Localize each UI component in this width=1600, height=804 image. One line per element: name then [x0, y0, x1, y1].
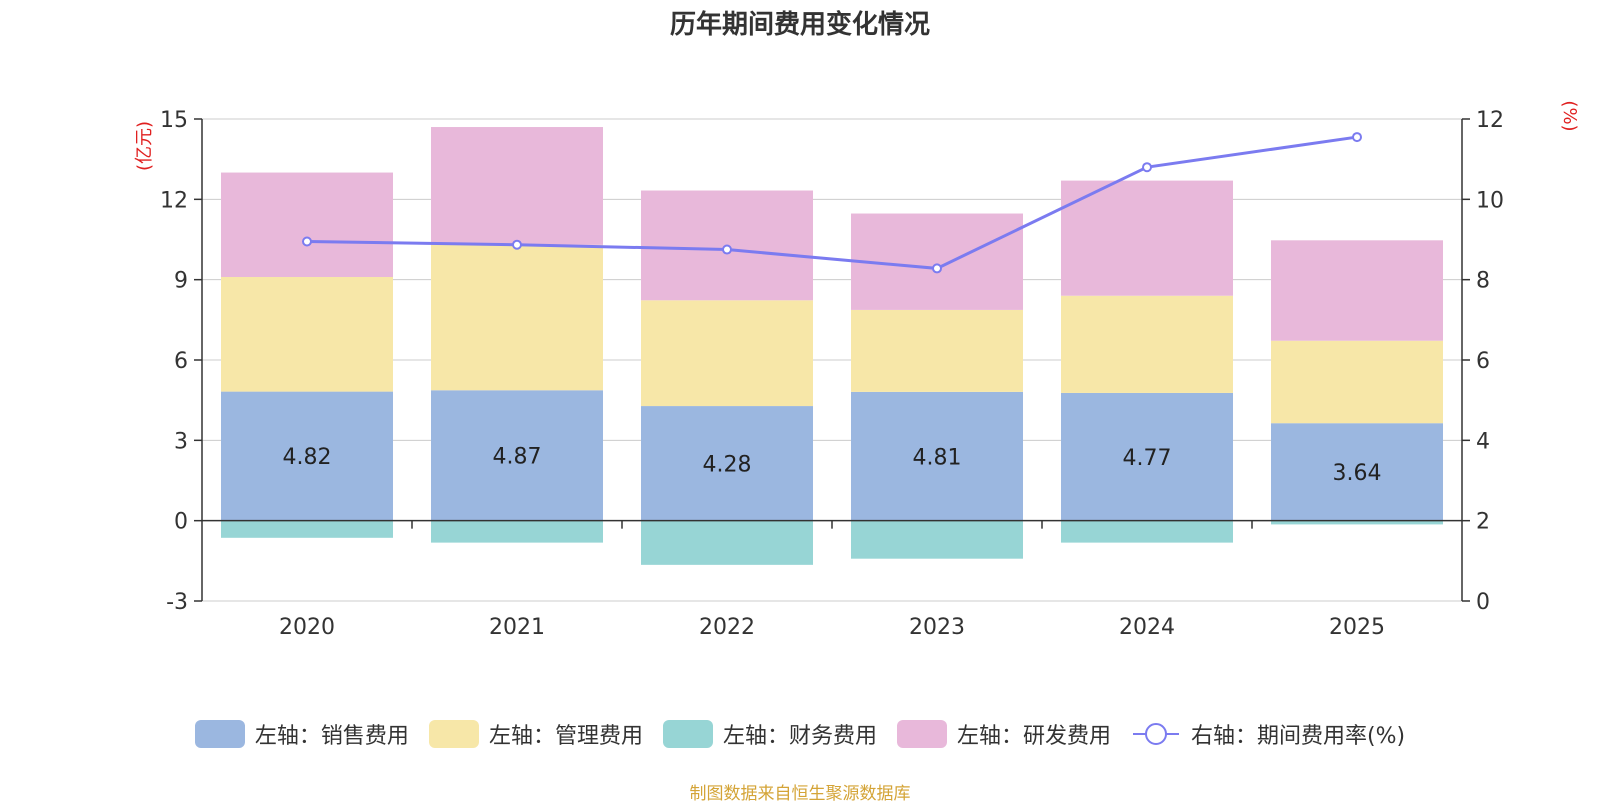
- legend-line-icon: [1132, 723, 1179, 745]
- rate-point-2023: [932, 263, 942, 274]
- right-tick-label: 8: [1476, 269, 1490, 294]
- bar-finance-2024: [1061, 520, 1233, 543]
- rate-point-2021: [512, 239, 522, 250]
- bar-sales-2021: [431, 390, 603, 521]
- legend-swatch-finance: [662, 720, 713, 748]
- x-tick-label-2020: 2020: [279, 615, 335, 640]
- bar-sales-2024: [1061, 392, 1233, 521]
- left-tick-label: 15: [160, 108, 188, 133]
- x-tick-label-2025: 2025: [1329, 615, 1385, 640]
- x-tick-label-2024: 2024: [1119, 615, 1175, 640]
- data-label-sales-2020: 4.82: [283, 445, 332, 470]
- rate-point-2025: [1352, 132, 1362, 143]
- legend-label-rate: 右轴：期间费用率(%): [1190, 724, 1406, 749]
- bar-finance-2025: [1271, 520, 1443, 525]
- bar-admin-2023: [851, 309, 1023, 392]
- bar-admin-2021: [431, 244, 603, 391]
- bar-rd-2025: [1271, 240, 1443, 341]
- legend-item-finance[interactable]: 左轴：财务费用: [662, 718, 877, 750]
- right-tick-label: 2: [1476, 510, 1490, 535]
- legend-label-finance: 左轴：财务费用: [722, 724, 877, 749]
- bar-sales-2022: [641, 406, 813, 521]
- x-tick-label-2021: 2021: [489, 615, 545, 640]
- right-tick-label: 4: [1476, 429, 1490, 454]
- chart-canvas: 4.82 4.87 4.28 4.81 4.77 3.64 -3 0 3 6 9 12 15 0 2 4 6 8 1…: [134, 100, 1580, 640]
- bar-sales-2023: [851, 391, 1023, 521]
- bar-admin-2025: [1271, 340, 1443, 424]
- legend-swatch-rd: [896, 720, 947, 748]
- legend-label-admin: 左轴：管理费用: [488, 724, 643, 749]
- left-tick-label: 0: [174, 510, 188, 535]
- bar-rd-2023: [851, 213, 1023, 310]
- data-source: 制图数据来自恒生聚源数据库: [689, 784, 911, 804]
- legend-swatch-sales: [194, 720, 245, 748]
- rate-line: [306, 135, 1358, 270]
- legend-item-sales[interactable]: 左轴：销售费用: [194, 718, 409, 750]
- bar-rd-2020: [221, 172, 393, 277]
- legend-label-sales: 左轴：销售费用: [254, 724, 409, 749]
- bar-rd-2021: [431, 127, 603, 245]
- bar-admin-2024: [1061, 295, 1233, 393]
- legend-item-rd[interactable]: 左轴：研发费用: [896, 718, 1111, 750]
- right-axis-unit: (%): [1559, 100, 1580, 131]
- left-axis-unit: (亿元): [134, 121, 155, 171]
- rate-point-2020: [302, 236, 312, 247]
- legend-item-admin[interactable]: 左轴：管理费用: [428, 718, 643, 750]
- right-tick-label: 10: [1476, 188, 1504, 213]
- bar-admin-2022: [641, 300, 813, 407]
- bar-sales-2020: [221, 391, 393, 521]
- legend-item-rate[interactable]: 右轴：期间费用率(%): [1131, 718, 1405, 750]
- legend-label-rd: 左轴：研发费用: [956, 724, 1111, 749]
- bar-admin-2020: [221, 276, 393, 392]
- data-label-sales-2025: 3.64: [1333, 461, 1382, 486]
- bar-rd-2024: [1061, 180, 1233, 296]
- left-tick-label: 12: [160, 188, 188, 213]
- right-tick-label: 6: [1476, 349, 1490, 374]
- legend-swatch-admin: [428, 720, 479, 748]
- x-tick-label-2022: 2022: [699, 615, 755, 640]
- bar-finance-2023: [851, 520, 1023, 559]
- bar-sales-2025: [1271, 423, 1443, 521]
- data-label-sales-2023: 4.81: [913, 445, 962, 470]
- x-tick-label-2023: 2023: [909, 615, 965, 640]
- left-tick-label: 9: [174, 269, 188, 294]
- rate-point-2022: [722, 244, 732, 255]
- left-tick-label: 6: [174, 349, 188, 374]
- data-label-sales-2021: 4.87: [493, 444, 542, 469]
- legend: 左轴：销售费用 左轴：管理费用 左轴：财务费用 左轴：研发费用 右轴：期间费用率…: [0, 718, 1600, 750]
- data-label-sales-2022: 4.28: [703, 452, 752, 477]
- bar-finance-2022: [641, 520, 813, 565]
- left-tick-label: -3: [166, 590, 188, 615]
- right-tick-label: 12: [1476, 108, 1504, 133]
- chart-title: 历年期间费用变化情况: [669, 10, 930, 40]
- left-tick-label: 3: [174, 429, 188, 454]
- bar-finance-2020: [221, 520, 393, 538]
- data-label-sales-2024: 4.77: [1123, 446, 1172, 471]
- right-tick-label: 0: [1476, 590, 1490, 615]
- bar-finance-2021: [431, 520, 603, 543]
- rate-point-2024: [1142, 162, 1152, 173]
